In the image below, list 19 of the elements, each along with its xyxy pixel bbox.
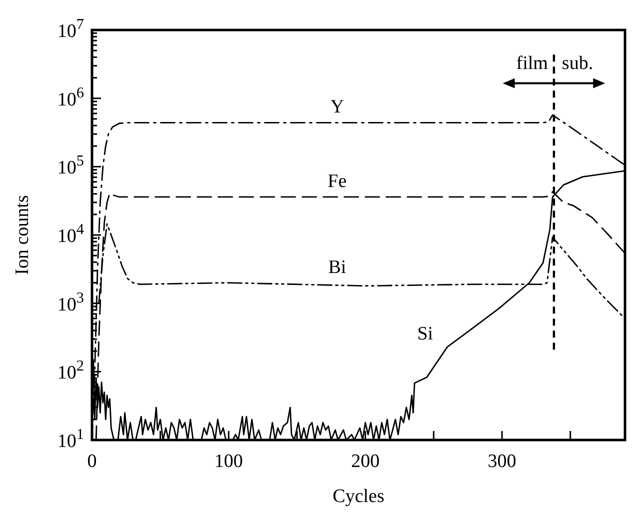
series-label: Si: [417, 324, 434, 345]
series-label: Fe: [328, 170, 347, 192]
x-tick-label: 0: [87, 451, 97, 472]
series-label: Y: [330, 96, 344, 118]
x-tick-label: 300: [488, 451, 516, 472]
y-tick-label: 10$^{7}$: [57, 16, 84, 42]
y-axis-title: Ion counts: [12, 195, 33, 275]
annotation: film: [516, 52, 548, 74]
x-tick-label: 100: [214, 451, 243, 472]
y-tick-label: 10$^{4}$: [57, 220, 84, 247]
y-tick-label: 10$^{6}$: [57, 84, 84, 110]
annotation: sub.: [562, 52, 594, 74]
series-label: Bi: [328, 256, 346, 278]
y-tick-label: 10$^{5}$: [57, 152, 84, 179]
y-tick-label: 10$^{2}$: [57, 357, 84, 384]
y-tick-label: 10$^{3}$: [57, 288, 84, 316]
y-tick-label: 10$^{1}$: [57, 426, 84, 452]
x-tick-label: 200: [351, 451, 380, 472]
x-axis-title: Cycles: [332, 486, 384, 507]
